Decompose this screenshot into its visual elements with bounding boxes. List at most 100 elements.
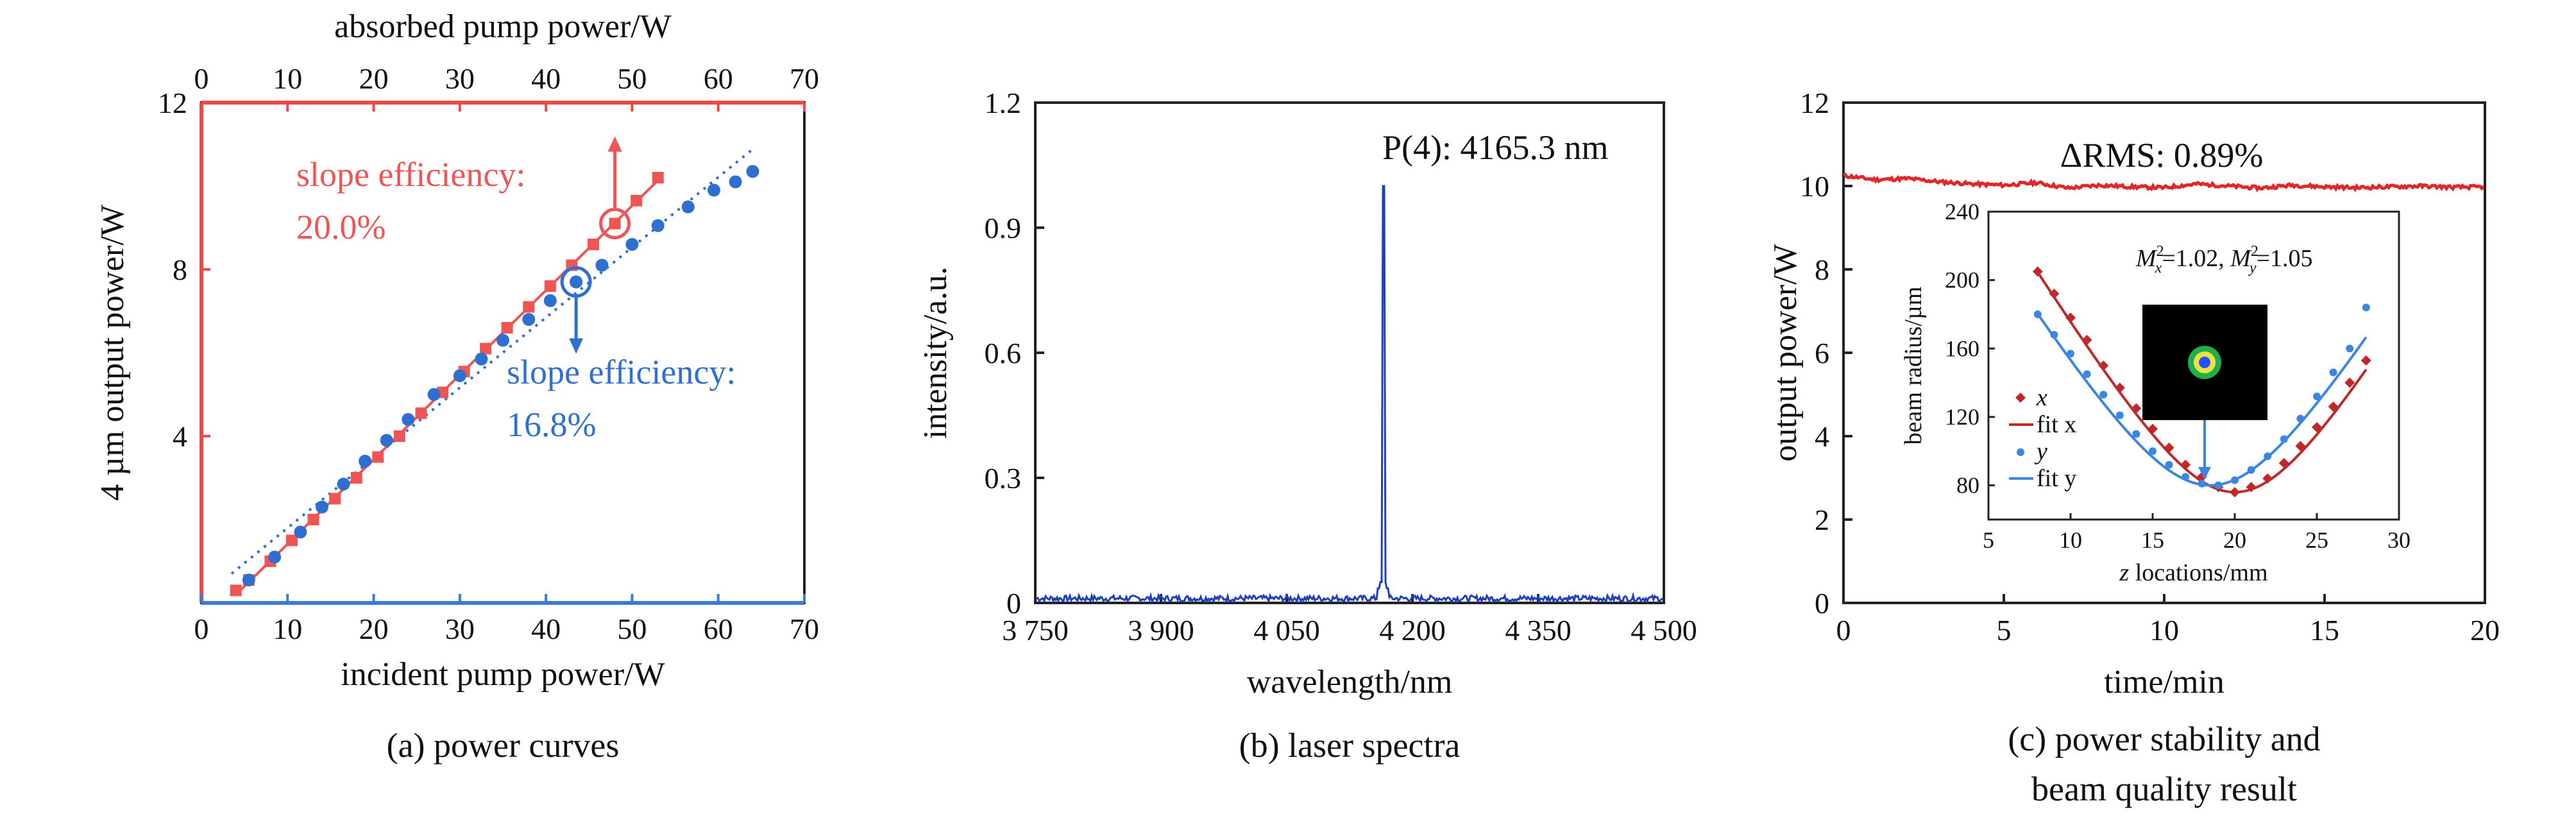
data-point-square <box>329 493 341 505</box>
data-point-circle <box>595 258 609 272</box>
annotation-red-line2: 20.0% <box>296 208 386 246</box>
data-point-circle <box>402 413 415 426</box>
data-point-circle <box>427 388 441 401</box>
inset-point-diamond <box>2049 289 2060 299</box>
chart-power-curves: 0 10 20 30 40 50 60 70 0 10 20 30 40 50 60 70 4 8 12 slope… <box>94 8 819 765</box>
caption-a: (a) power curves <box>387 726 620 765</box>
y-axis-label: 4 µm output power/W <box>94 205 131 501</box>
inset-x-tick-label: 5 <box>1983 527 1994 553</box>
inset-point-circle <box>2231 476 2239 484</box>
data-point-square <box>588 239 599 250</box>
x-tick-label: 10 <box>2149 614 2179 647</box>
bottom-tick-label: 0 <box>194 613 209 645</box>
inset-x-tick-label: 25 <box>2305 527 2328 553</box>
x-tick-label: 5 <box>1997 614 2012 647</box>
inset-point-circle <box>2329 368 2337 377</box>
annotation-blue-line2: 16.8% <box>507 405 596 444</box>
data-point-circle <box>746 165 759 178</box>
inset-y-tick-label: 80 <box>1956 473 1979 498</box>
data-point-circle <box>337 477 350 491</box>
inset-point-diamond <box>2180 459 2191 470</box>
inset-point-diamond <box>2032 266 2043 277</box>
data-point-circle <box>729 175 742 189</box>
caption-b: (b) laser spectra <box>1239 726 1461 765</box>
bottom-tick-label: 60 <box>704 613 733 645</box>
inset-point-circle <box>2165 461 2173 469</box>
inset-y-tick-label: 120 <box>1945 404 1979 430</box>
data-point-circle <box>268 550 282 564</box>
data-point-circle <box>475 352 488 366</box>
x-tick-label: 4 500 <box>1631 614 1697 647</box>
x-tick-label: 4 350 <box>1505 614 1572 647</box>
legend-fity-label: fit y <box>2037 465 2076 492</box>
top-axis-label: absorbed pump power/W <box>334 8 672 45</box>
inset-point-circle <box>2115 411 2124 419</box>
inset-y-tick-label: 200 <box>1945 267 1979 293</box>
inset-legend: x fit x y fit y <box>2009 384 2076 492</box>
beam-quality-inset: 5 10 15 20 25 30 80 120 160 200 240 M2 x=1.02, M2 y=… <box>1900 199 2411 586</box>
inset-point-diamond <box>2164 443 2174 453</box>
data-point-square <box>609 217 621 230</box>
inset-point-circle <box>2149 447 2157 455</box>
data-point-square <box>393 430 405 442</box>
inset-point-circle <box>2264 452 2272 461</box>
top-tick-label: 60 <box>704 62 733 95</box>
rms-annotation: ΔRMS: 0.89% <box>2060 136 2264 174</box>
inset-x-axis-label: z locations/mm <box>2119 559 2267 586</box>
top-tick-label: 50 <box>617 62 647 95</box>
y-tick-label: 0 <box>1006 587 1021 620</box>
spectrum-line <box>1036 185 1663 605</box>
inset-point-circle <box>2099 391 2108 399</box>
data-point-square <box>350 472 362 484</box>
inset-point-circle <box>2083 370 2091 378</box>
axis-ticks: 0 10 20 30 40 50 60 70 0 10 20 30 40 50 60 70 4 8 12 <box>158 62 819 645</box>
y-axis-label: intensity/a.u. <box>917 267 954 439</box>
inset-point-circle <box>2033 310 2042 318</box>
inset-point-circle <box>2182 473 2190 481</box>
bottom-axis-label: incident pump power/W <box>341 656 665 693</box>
data-point-circle <box>316 500 328 514</box>
data-point-circle <box>496 334 509 347</box>
y-tick-label: 0 <box>1815 587 1829 620</box>
y-tick-label: 0.6 <box>985 337 1022 369</box>
inset-point-circle <box>2198 480 2206 487</box>
inset-point-diamond <box>2278 458 2289 468</box>
beam-spot-core <box>2199 357 2210 368</box>
arrowhead-blue <box>569 338 584 354</box>
inset-point-diamond <box>2148 423 2158 434</box>
plot-frame <box>1034 101 1665 604</box>
data-point-circle <box>651 219 665 232</box>
legend-fitx-label: fit x <box>2037 411 2076 438</box>
x-tick-label: 15 <box>2310 614 2339 647</box>
y-tick-label: 12 <box>1800 87 1829 119</box>
data-point-square <box>480 343 492 355</box>
data-point-circle <box>294 525 307 539</box>
inset-point-circle <box>2280 435 2288 443</box>
inset-point-circle <box>2362 303 2370 312</box>
data-point-circle <box>708 183 720 197</box>
bottom-tick-label: 40 <box>531 613 561 645</box>
inset-data-points <box>2032 266 2371 498</box>
annotation-red-line1: slope efficiency: <box>296 155 525 194</box>
inset-point-diamond <box>2230 487 2240 498</box>
inset-point-circle <box>2050 331 2058 339</box>
inset-point-diamond <box>2131 403 2142 414</box>
inset-point-circle <box>2346 344 2354 353</box>
annotations: slope efficiency: 20.0% slope efficiency… <box>296 136 736 444</box>
top-tick-label: 30 <box>445 62 475 95</box>
inset-point-diamond <box>2312 422 2322 432</box>
data-point-circle <box>522 313 536 326</box>
inset-point-circle <box>2067 350 2074 358</box>
y-tick-label: 0.3 <box>985 462 1022 495</box>
bottom-tick-label: 20 <box>359 613 389 645</box>
x-tick-label: 3 750 <box>1002 614 1069 647</box>
data-point-square <box>307 514 319 525</box>
inset-point-circle <box>2313 393 2321 400</box>
x-axis-label: time/min <box>2104 664 2224 700</box>
inset-y-tick-label: 160 <box>1945 335 1979 361</box>
data-point-square <box>652 172 664 183</box>
power-stability-line <box>1843 172 2485 192</box>
y-tick-label: 2 <box>1815 504 1829 536</box>
